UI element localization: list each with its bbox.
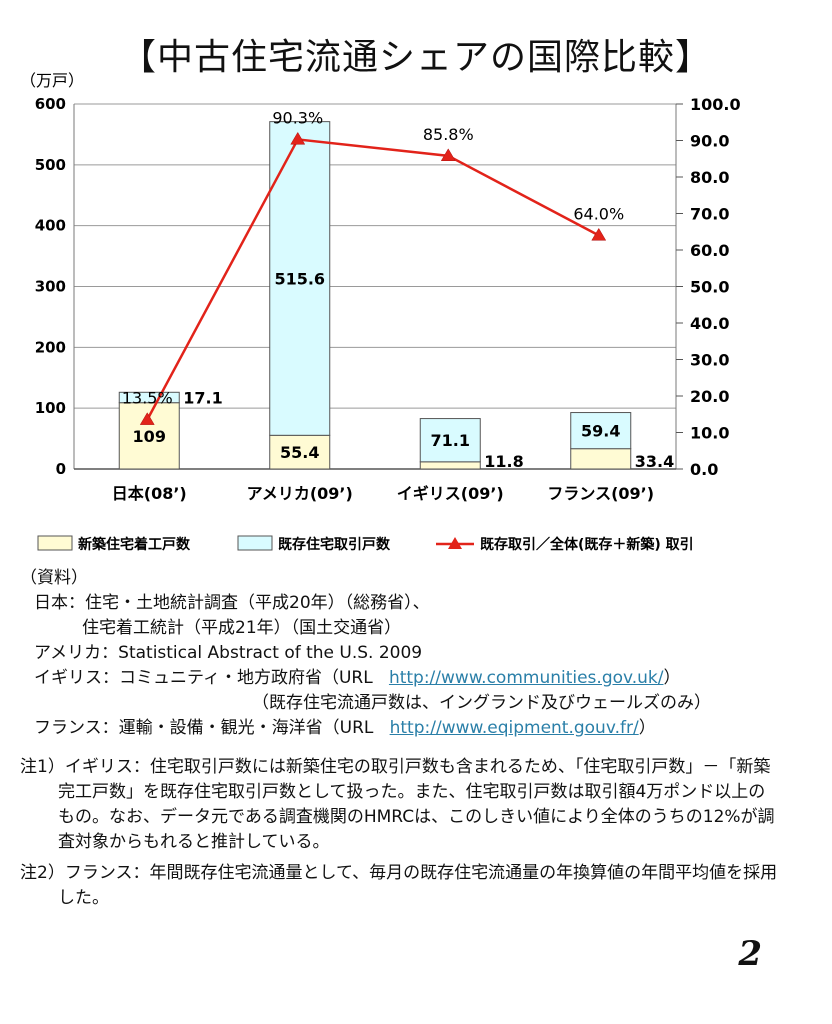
share-point: [290, 131, 306, 145]
right-tick-label: 30.0: [690, 351, 729, 370]
x-tick-label: アメリカ(09’): [247, 484, 353, 503]
notes-uk-prefix: イギリス：コミュニティ・地方政府省（URL: [34, 668, 373, 688]
footnote-2: 注2）フランス：年間既存住宅流通量として、毎月の既存住宅流通量の年換算値の年間平…: [20, 863, 778, 908]
right-tick-label: 60.0: [690, 241, 729, 260]
bar-new-construction: [419, 461, 481, 470]
notes-uk-suffix: ）: [663, 668, 681, 688]
footnote-2-block: 注2）フランス：年間既存住宅流通量として、毎月の既存住宅流通量の年換算値の年間平…: [20, 861, 820, 911]
notes-france: フランス：運輸・設備・観光・海洋省（URL http://www.eqipmen…: [20, 716, 820, 741]
left-tick-label: 600: [35, 95, 66, 113]
notes-japan-1: 日本：住宅・土地統計調査（平成20年）（総務省）、: [34, 593, 430, 613]
notes-fr-prefix: フランス：運輸・設備・観光・海洋省（URL: [34, 718, 374, 738]
chart: 0 100 200 300 400 500 600 （万戸） 0.0 10.0 20.0 30.0 40…: [20, 71, 741, 553]
bar-new-construction: [269, 434, 331, 470]
right-tick-label: 90.0: [690, 132, 729, 151]
x-tick-label: 日本(08’): [112, 484, 187, 503]
data-label-existing-transactions: 59.4: [581, 422, 620, 441]
notes-usa: アメリカ：Statistical Abstract of the U.S. 20…: [34, 643, 423, 663]
notes-uk-2: （既存住宅流通戸数は、イングランド及びウェールズのみ）: [252, 693, 711, 713]
legend-swatch-existing-transactions: [237, 535, 273, 551]
bar-new-construction: [570, 448, 632, 470]
left-tick-label: 500: [35, 156, 66, 174]
share-line: [146, 138, 600, 421]
left-tick-label: 400: [35, 217, 66, 235]
right-tick-label: 100.0: [690, 95, 741, 114]
share-point: [591, 227, 607, 241]
right-tick-label: 0.0: [690, 460, 718, 479]
notes-fr-suffix: ）: [638, 718, 656, 738]
chart-title: 【中古住宅流通シェアの国際比較】: [119, 37, 712, 78]
data-label-new-construction: 55.4: [280, 443, 319, 462]
legend-label-share: 既存取引／全体(既存＋新築) 取引: [480, 536, 694, 553]
legend-swatch-new-construction: [37, 535, 73, 551]
data-label-existing-transactions: 17.1: [183, 388, 222, 407]
share-label: 90.3%: [272, 108, 323, 127]
legend-marker-share: [448, 537, 462, 549]
notes-header: （資料）: [20, 568, 88, 588]
right-tick-label: 20.0: [690, 387, 729, 406]
bar-existing-transactions: [419, 418, 481, 463]
data-label-new-construction: 11.8: [484, 452, 523, 471]
legend-label-new-construction: 新築住宅着工戸数: [78, 536, 191, 553]
footnote-1-block: 注1）イギリス：住宅取引戸数には新築住宅の取引戸数も含まれるため、「住宅取引戸数…: [20, 755, 820, 855]
x-tick-label: フランス(09’): [547, 484, 654, 503]
left-axis-unit: （万戸）: [20, 71, 84, 90]
right-tick-label: 70.0: [690, 205, 729, 224]
right-tick-label: 50.0: [690, 278, 729, 297]
data-label-existing-transactions: 515.6: [274, 269, 325, 288]
left-tick-label: 100: [35, 399, 66, 417]
left-tick-label: 200: [35, 338, 66, 356]
notes-japan-2: 住宅着工統計（平成21年）（国土交通省）: [82, 618, 402, 638]
share-point: [139, 412, 155, 425]
share-label: 13.5%: [122, 389, 173, 408]
data-label-new-construction: 109: [133, 427, 166, 446]
left-tick-label: 300: [35, 278, 66, 296]
data-label-existing-transactions: 71.1: [431, 431, 470, 450]
notes: （資料） 日本：住宅・土地統計調査（平成20年）（総務省）、 住宅着工統計（平成…: [20, 566, 820, 911]
share-label: 64.0%: [573, 204, 624, 223]
bar-existing-transactions: [118, 391, 180, 404]
left-tick-label: 0: [56, 460, 66, 478]
right-tick-label: 10.0: [690, 424, 729, 443]
legend-label-existing-transactions: 既存住宅取引戸数: [278, 536, 391, 553]
bar-existing-transactions: [570, 412, 632, 450]
right-tick-label: 40.0: [690, 314, 729, 333]
x-tick-label: イギリス(09’): [397, 484, 504, 503]
footnote-1: 注1）イギリス：住宅取引戸数には新築住宅の取引戸数も含まれるため、「住宅取引戸数…: [20, 757, 775, 852]
notes-uk: イギリス：コミュニティ・地方政府省（URL http://www.communi…: [20, 666, 820, 691]
fr-source-link[interactable]: http://www.eqipment.gouv.fr/: [389, 718, 639, 738]
right-tick-label: 80.0: [690, 168, 729, 187]
data-label-new-construction: 33.4: [635, 452, 674, 471]
page-number: 2: [738, 934, 762, 974]
uk-source-link[interactable]: http://www.communities.gov.uk/: [388, 668, 664, 688]
share-label: 85.8%: [423, 125, 474, 144]
share-point: [440, 148, 456, 161]
